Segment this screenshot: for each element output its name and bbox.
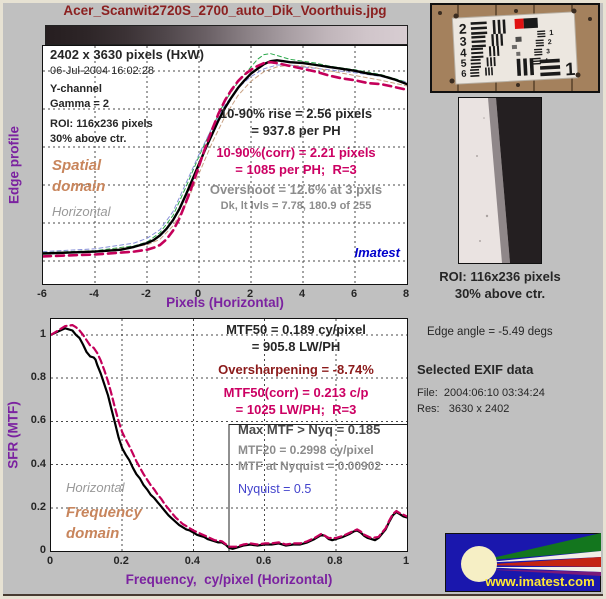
channel-label: Y-channel [50, 83, 102, 95]
frequency-domain-label-2: domain [66, 525, 120, 542]
chart-side-label: 1 [549, 28, 554, 37]
rise-value-line2: = 937.8 per PH [251, 123, 341, 138]
y-tick-label: 0 [39, 544, 46, 556]
mtf-at-nyquist-label: MTF at Nyquist = 0.00902 [238, 459, 382, 473]
oversharpening-label: Oversharpening = -8.74% [218, 362, 374, 377]
y-tick-label: 0.2 [30, 500, 46, 513]
nyquist-label: Nyquist = 0.5 [238, 482, 312, 496]
figure-title: Acer_Scanwit2720S_2700_auto_Dik_Voorthui… [63, 3, 387, 18]
chart-side-label: 3 [546, 48, 550, 55]
exif-title: Selected EXIF data [417, 362, 534, 377]
mtf50-corrected-line2: = 1025 LW/PH; R=3 [235, 402, 357, 417]
logo-moon-icon [461, 546, 497, 582]
chart-big-label: 1 [565, 59, 576, 79]
chart-row-label: 6 [461, 69, 467, 80]
image-size-label: 2402 x 3630 pixels (HxW) [50, 47, 204, 62]
x-tick-label: 0 [46, 555, 54, 567]
resolution-chart-paper: 2 3 4 5 [451, 11, 579, 85]
mtf-plot-xlabel: Frequency, cy/pixel (Horizontal) [125, 572, 333, 587]
chart-side-label: 2 [548, 39, 552, 46]
mtf20-label: MTF20 = 0.2998 cy/pixel [238, 443, 374, 457]
chart-row-label: 5 [460, 58, 467, 70]
x-tick-label: 2 [246, 288, 254, 300]
image-datetime: 06-Jul-2004 16:02:28 [50, 65, 154, 77]
window-bottom-frame [3, 594, 603, 596]
x-tick-label: 0 [194, 288, 202, 300]
chart-row-label: 3 [459, 35, 467, 49]
x-tick-label: -6 [37, 288, 47, 300]
edge-plot-ylabel: Edge profile [6, 125, 22, 205]
logo-url-text[interactable]: www.imatest.com [484, 574, 594, 589]
x-tick-label: 0.2 [113, 555, 129, 567]
mtf50-line2: = 905.8 LW/PH [251, 339, 341, 354]
x-tick-label: 0.4 [184, 555, 201, 567]
roi-caption-position: 30% above ctr. [454, 286, 546, 301]
spatial-domain-label-1: Spatial [52, 157, 102, 174]
roi-size-label: ROI: 116x236 pixels [50, 118, 153, 130]
edge-profile-plot [42, 45, 408, 285]
y-tick-label: 0.8 [30, 371, 46, 384]
x-tick-label: -2 [141, 288, 151, 300]
imatest-watermark: Imatest [354, 245, 400, 260]
rise-value-line1: 10-90% rise = 2.56 pixels [219, 106, 373, 121]
imatest-logo[interactable]: www.imatest.com [445, 533, 601, 592]
gamma-label: Gamma = 2 [50, 98, 110, 110]
frequency-domain-label-1: Frequency [66, 504, 142, 521]
levels-label: Dk, lt lvls = 7.78, 180.9 of 255 [220, 200, 372, 212]
edge-angle-label: Edge angle = -5.49 degs [427, 326, 553, 338]
x-tick-label: 0.8 [327, 555, 343, 567]
rise-corrected-line1: 10-90%(corr) = 2.21 pixels [216, 145, 376, 160]
chart-row-label: 4 [460, 48, 468, 60]
test-chart-thumbnail: 2 3 4 5 [430, 3, 600, 93]
exif-file-date: File: 2004:06:10 03:34:24 [417, 387, 545, 399]
y-tick-label: 0.6 [30, 414, 46, 427]
mtf-orientation-label: Horizontal [66, 480, 125, 495]
x-tick-label: 8 [402, 288, 410, 300]
tacks [438, 8, 592, 87]
x-tick-label: 1 [402, 555, 410, 567]
x-tick-label: 0.6 [255, 555, 272, 567]
spatial-domain-label-2: domain [52, 178, 106, 195]
y-tick-label: 0.4 [30, 457, 46, 470]
rise-corrected-line2: = 1085 per PH; R=3 [235, 162, 357, 177]
y-tick-label: 1 [39, 327, 46, 340]
max-mtf-label: Max MTF > Nyq = 0.185 [238, 422, 381, 437]
edge-orientation-label: Horizontal [52, 204, 111, 219]
roi-position-label: 30% above ctr. [50, 133, 127, 145]
exif-resolution: Res: 3630 x 2402 [417, 403, 510, 415]
edge-density-gradient-bar [45, 25, 408, 45]
edge-plot-xlabel: Pixels (Horizontal) [166, 295, 284, 310]
mtf50-corrected-line1: MTF50(corr) = 0.213 c/p [223, 385, 369, 400]
x-tick-label: -4 [89, 288, 99, 300]
x-tick-label: 6 [350, 288, 358, 300]
chart-row-label: 2 [459, 21, 468, 37]
mtf-plot [50, 318, 408, 552]
roi-marker-red [514, 18, 524, 29]
roi-caption-size: ROI: 116x236 pixels [439, 269, 561, 284]
mtf50-line1: MTF50 = 0.189 cy/pixel [226, 322, 366, 337]
roi-edge-image [458, 97, 542, 264]
overshoot-label: Overshoot = 12.6% at 3 pxls [209, 182, 383, 197]
x-tick-label: 4 [298, 288, 306, 300]
